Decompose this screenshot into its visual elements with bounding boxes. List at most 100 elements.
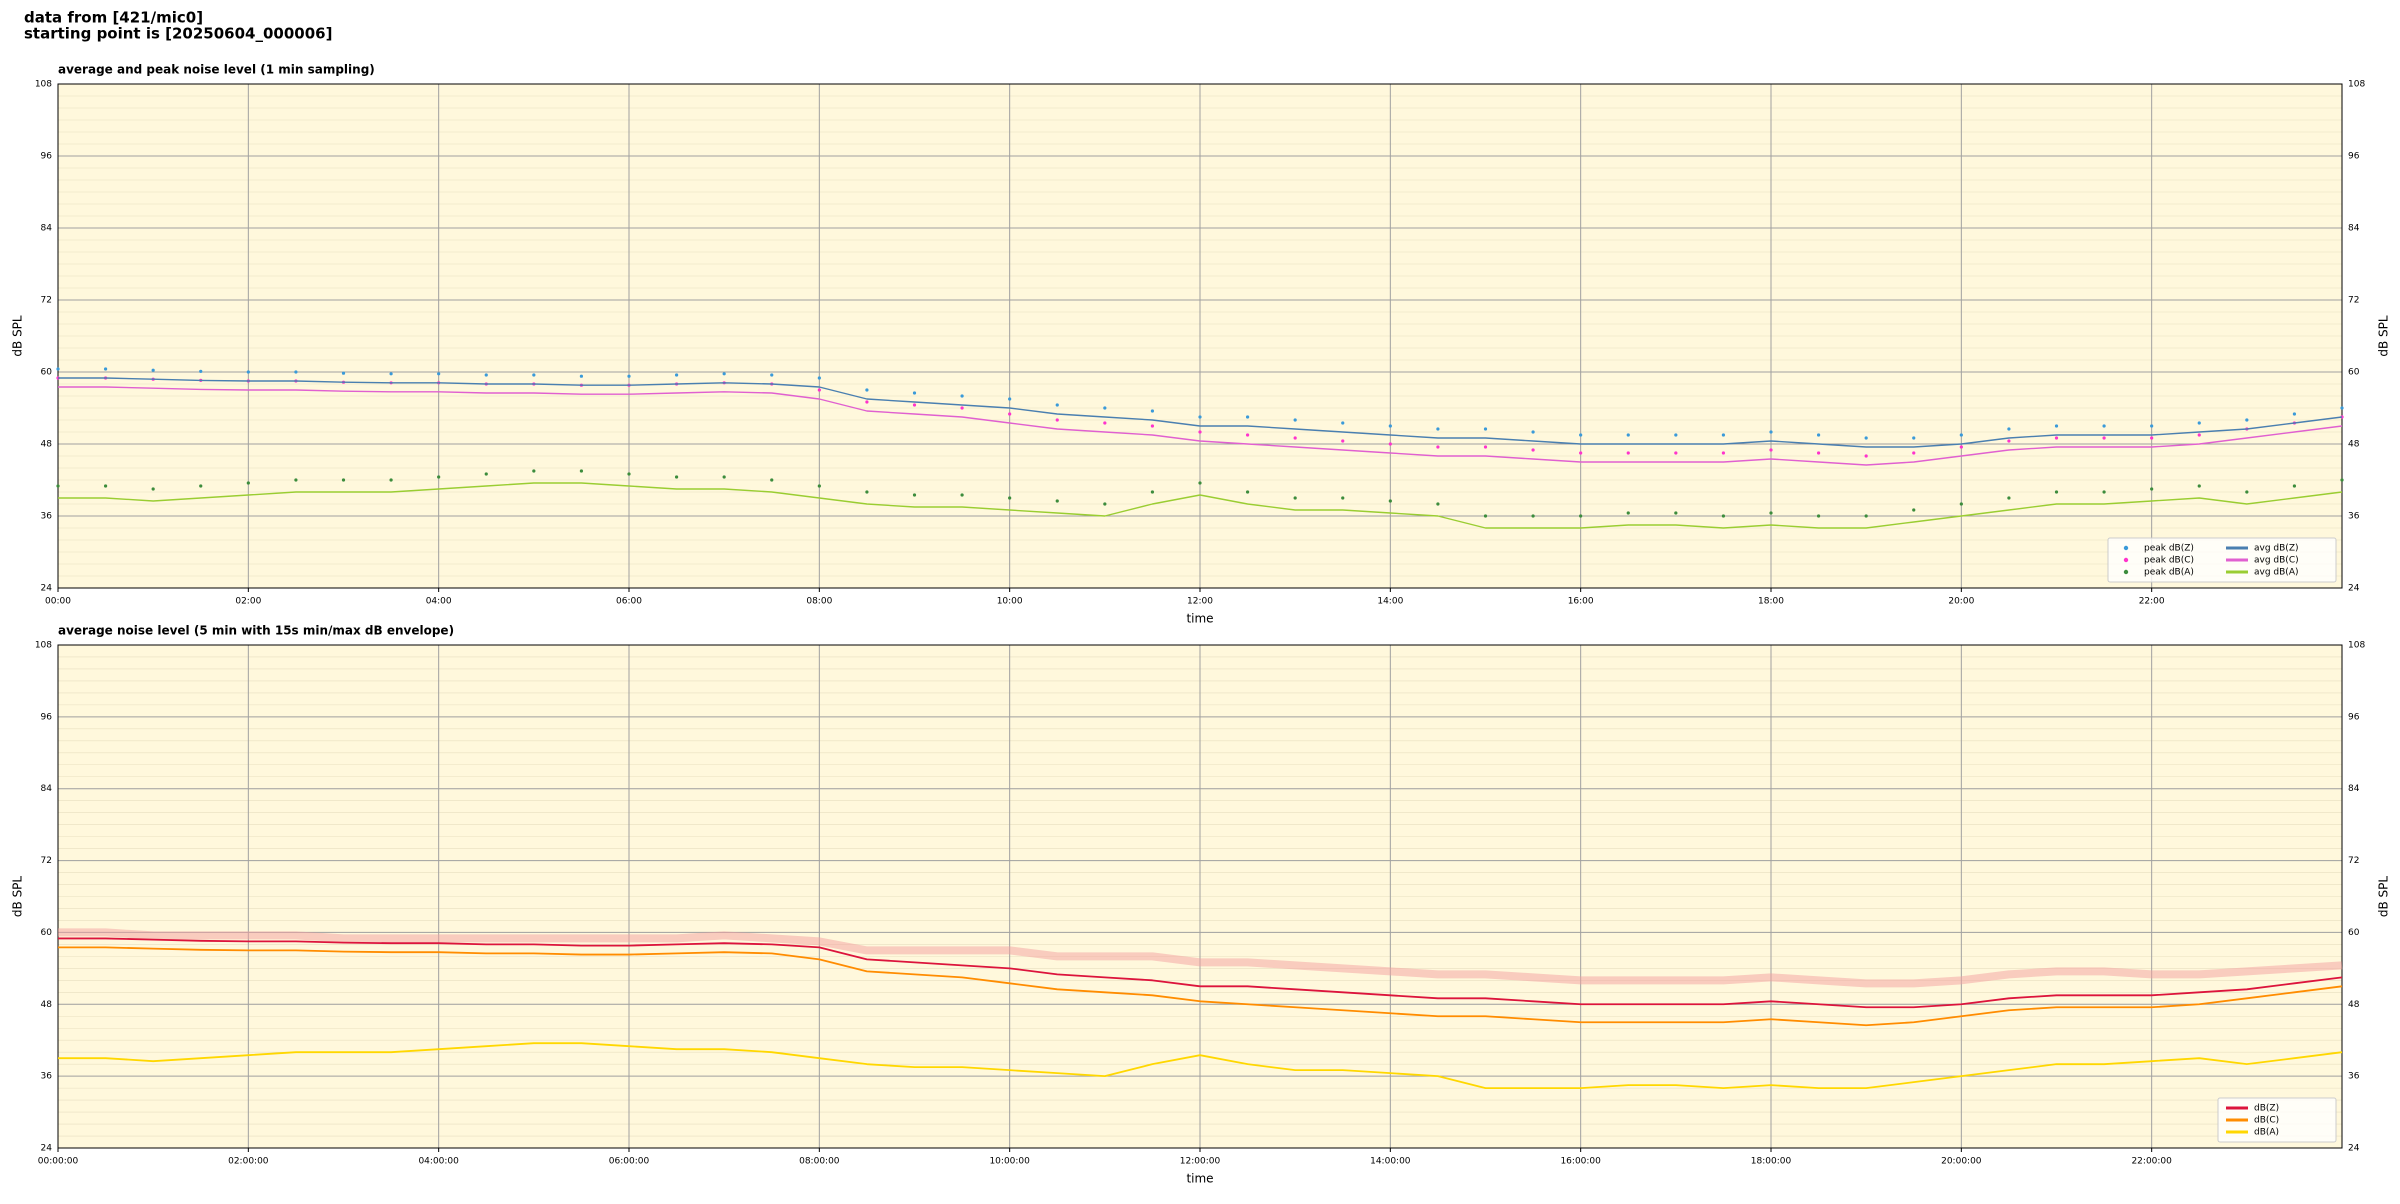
y2-tick-label: 108 bbox=[2348, 641, 2365, 651]
peak-dot bbox=[1198, 481, 1202, 485]
legend-swatch bbox=[2123, 557, 2129, 563]
peak-dot bbox=[437, 475, 441, 479]
peak-dot bbox=[1055, 403, 1059, 407]
peak-dot bbox=[1245, 415, 1250, 419]
peak-dot bbox=[199, 369, 203, 373]
peak-dot bbox=[1008, 412, 1012, 416]
peak-dot bbox=[674, 475, 679, 479]
series-line bbox=[58, 1042, 2343, 1090]
x-tick-label: 18:00:00 bbox=[1751, 1157, 1792, 1167]
x-tick-label: 16:00:00 bbox=[1560, 1157, 1601, 1167]
peak-dot bbox=[1150, 409, 1155, 413]
peak-dot bbox=[1150, 490, 1155, 494]
peak-dot bbox=[865, 490, 869, 494]
x-tick-label: 18:00 bbox=[1758, 597, 1784, 607]
peak-dot bbox=[1341, 421, 1345, 425]
peak-dot bbox=[294, 370, 298, 374]
y-axis-label: dB SPL bbox=[11, 876, 25, 918]
peak-dot bbox=[1579, 451, 1583, 455]
peak-dot bbox=[627, 374, 631, 378]
peak-dot bbox=[1721, 451, 1726, 455]
y-tick-label: 84 bbox=[41, 784, 53, 794]
peak-dot bbox=[674, 373, 679, 377]
peak-dot bbox=[532, 373, 536, 377]
x-tick-label: 02:00 bbox=[235, 597, 261, 607]
x-tick-label: 00:00 bbox=[45, 597, 71, 607]
peak-dot bbox=[151, 368, 155, 372]
x-tick-label: 20:00:00 bbox=[1941, 1157, 1982, 1167]
legend-label: peak dB(Z) bbox=[2144, 544, 2194, 554]
peak-dot bbox=[1769, 448, 1773, 452]
peak-dot bbox=[2054, 424, 2059, 428]
peak-dot bbox=[1959, 502, 1963, 506]
peak-dot bbox=[246, 481, 250, 485]
peak-dot bbox=[2150, 487, 2154, 491]
x-tick-label: 08:00:00 bbox=[799, 1157, 840, 1167]
x-tick-label: 12:00:00 bbox=[1180, 1157, 1221, 1167]
peak-dot bbox=[1626, 451, 1630, 455]
peak-dot bbox=[246, 370, 250, 374]
x-tick-label: 14:00:00 bbox=[1370, 1157, 1411, 1167]
peak-dot bbox=[912, 391, 917, 395]
peak-dot bbox=[56, 367, 60, 371]
x-tick-label: 14:00 bbox=[1377, 597, 1403, 607]
x-tick-label: 10:00:00 bbox=[989, 1157, 1030, 1167]
x-tick-label: 10:00 bbox=[997, 597, 1023, 607]
peak-dot bbox=[817, 376, 821, 380]
y2-tick-label: 96 bbox=[2348, 152, 2360, 162]
series-line bbox=[58, 377, 2343, 448]
peak-dot bbox=[2245, 490, 2249, 494]
peak-dot bbox=[1721, 514, 1726, 518]
peak-dot bbox=[484, 373, 488, 377]
x-axis-label: time bbox=[1186, 612, 1213, 626]
peak-dot bbox=[151, 487, 155, 491]
peak-dot bbox=[1150, 424, 1155, 428]
y-tick-label: 36 bbox=[41, 512, 53, 522]
source-title: data from [421/mic0] bbox=[24, 9, 203, 27]
peak-dot bbox=[1388, 424, 1392, 428]
y-tick-label: 84 bbox=[41, 224, 53, 234]
peak-dot bbox=[199, 484, 203, 488]
y2-axis-label: dB SPL bbox=[2377, 876, 2391, 918]
x-tick-label: 04:00 bbox=[426, 597, 452, 607]
peak-dot bbox=[532, 469, 536, 473]
x-tick-label: 06:00:00 bbox=[609, 1157, 650, 1167]
peak-dot bbox=[1531, 514, 1535, 518]
peak-dot bbox=[484, 472, 488, 476]
peak-dot bbox=[1531, 448, 1535, 452]
y2-tick-label: 60 bbox=[2348, 368, 2360, 378]
peak-dot bbox=[1436, 502, 1440, 506]
legend-label: dB(C) bbox=[2254, 1116, 2279, 1126]
peak-dot bbox=[1769, 511, 1773, 515]
peak-dot bbox=[2102, 436, 2106, 440]
y2-axis-label: dB SPL bbox=[2377, 315, 2391, 357]
peak-dot bbox=[1483, 514, 1488, 518]
peak-dot bbox=[817, 484, 821, 488]
legend-label: dB(Z) bbox=[2254, 1104, 2279, 1114]
y-tick-label: 24 bbox=[41, 1144, 53, 1154]
peak-dot bbox=[770, 478, 774, 482]
peak-dot bbox=[1293, 496, 1297, 500]
peak-dot bbox=[1959, 445, 1963, 449]
peak-dot bbox=[1531, 430, 1535, 434]
x-tick-label: 12:00 bbox=[1187, 597, 1213, 607]
y-axis-label: dB SPL bbox=[11, 315, 25, 357]
y-tick-label: 36 bbox=[41, 1072, 53, 1082]
peak-dot bbox=[770, 373, 774, 377]
peak-dot bbox=[2054, 490, 2059, 494]
peak-dot bbox=[1245, 490, 1250, 494]
start-title: starting point is [20250604_000006] bbox=[24, 25, 332, 43]
peak-dot bbox=[2054, 436, 2059, 440]
peak-dot bbox=[579, 469, 584, 473]
y2-tick-label: 36 bbox=[2348, 512, 2360, 522]
peak-dot bbox=[1103, 406, 1107, 410]
legend-label: peak dB(A) bbox=[2144, 568, 2194, 578]
legend-box bbox=[2107, 537, 2337, 583]
y2-tick-label: 24 bbox=[2348, 1144, 2360, 1154]
y2-tick-label: 24 bbox=[2348, 584, 2360, 594]
peak-dot bbox=[56, 484, 60, 488]
legend-label: dB(A) bbox=[2254, 1128, 2279, 1138]
peak-dot bbox=[103, 367, 108, 371]
x-tick-label: 04:00:00 bbox=[418, 1157, 459, 1167]
peak-dot bbox=[341, 478, 346, 482]
